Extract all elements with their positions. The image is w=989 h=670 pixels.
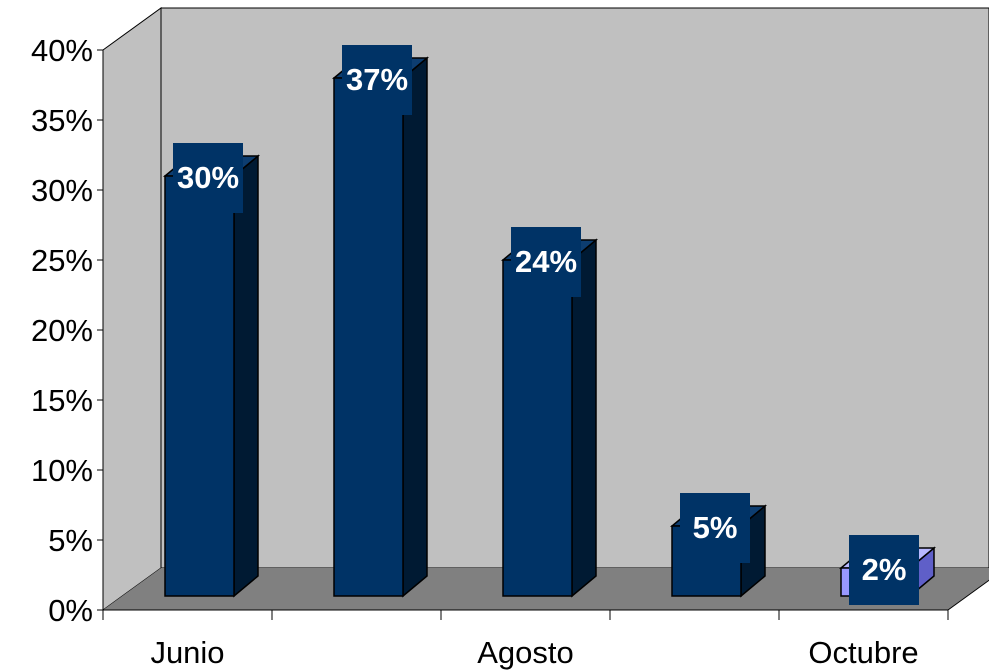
bar xyxy=(162,154,261,598)
data-label: 37% xyxy=(346,62,408,97)
data-label: 30% xyxy=(177,160,239,195)
side-wall xyxy=(102,7,162,611)
data-labels-layer: 30% 37% 24% 5% 2% xyxy=(173,45,919,605)
x-tick-label: Agosto xyxy=(477,635,574,670)
bar-front xyxy=(333,77,404,597)
data-label-box xyxy=(173,143,243,213)
x-tick-label: Junio xyxy=(150,635,224,670)
y-tick-label: 35% xyxy=(31,103,93,138)
bar xyxy=(331,56,430,598)
bar-side xyxy=(402,56,428,598)
floor-right-edge xyxy=(947,579,989,611)
data-label: 2% xyxy=(862,552,907,587)
y-tick-label: 20% xyxy=(31,313,93,348)
y-tick-label: 10% xyxy=(31,453,93,488)
y-tick-label: 25% xyxy=(31,243,93,278)
y-tick-label: 5% xyxy=(48,523,93,558)
y-tick-label: 15% xyxy=(31,383,93,418)
bar-front xyxy=(164,175,235,597)
data-label-box xyxy=(342,45,412,115)
y-tick-label: 40% xyxy=(31,33,93,68)
data-label-box xyxy=(680,493,750,563)
x-axis: Junio Agosto Octubre xyxy=(102,610,949,670)
bar-front xyxy=(502,259,573,597)
data-label: 5% xyxy=(693,510,738,545)
data-label-box xyxy=(849,535,919,605)
data-label-box xyxy=(511,227,581,297)
x-tick-label: Octubre xyxy=(808,635,918,670)
y-axis: 0% 5% 10% 15% 20% 25% 30% 35% 40% xyxy=(31,33,103,628)
y-tick-label: 0% xyxy=(48,593,93,628)
y-tick-label: 30% xyxy=(31,173,93,208)
data-label: 24% xyxy=(515,244,577,279)
bar-side xyxy=(233,154,259,598)
